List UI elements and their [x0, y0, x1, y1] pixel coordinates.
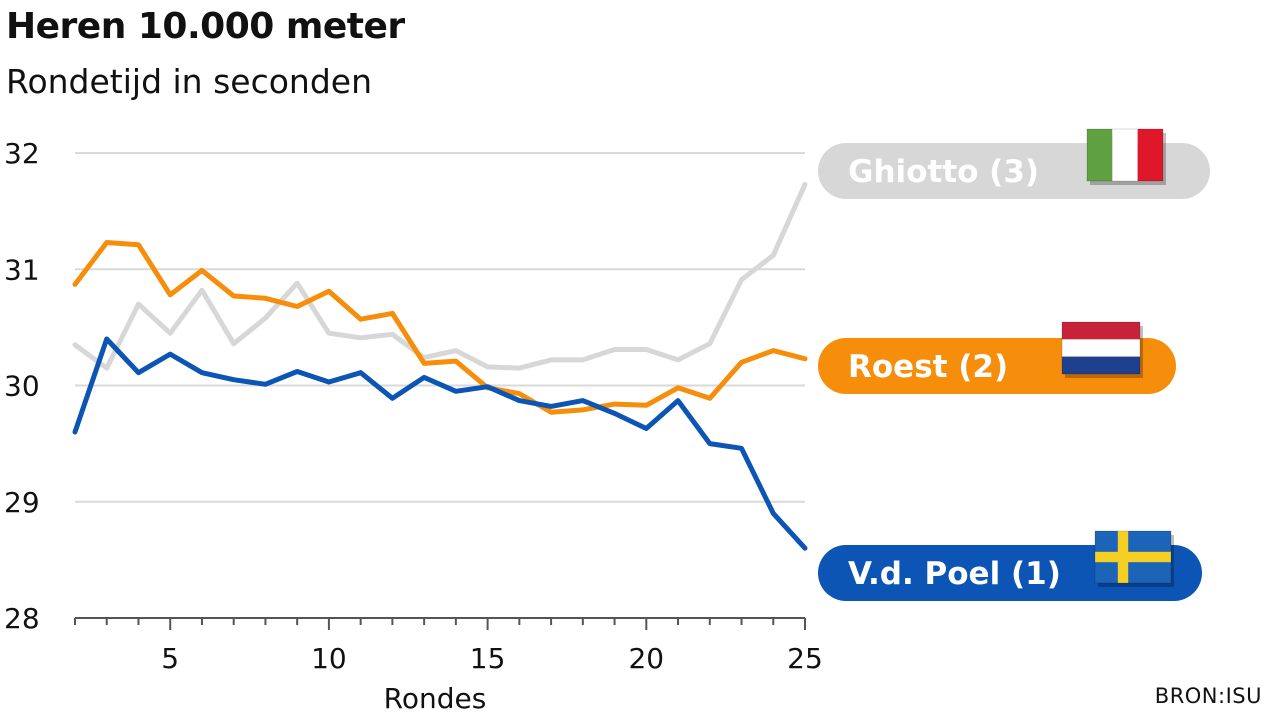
- italy-flag: [1086, 128, 1166, 185]
- x-tick-label-25: 25: [787, 642, 823, 675]
- series-label-2: V.d. Poel (1): [818, 530, 1202, 601]
- series-label-text: Ghiotto (3): [848, 154, 1039, 190]
- y-tick-label-29: 29: [4, 486, 40, 519]
- x-axis-label: Rondes: [384, 682, 487, 715]
- chart-title: Heren 10.000 meter: [6, 6, 405, 47]
- series-line-1: [72, 240, 808, 415]
- series-line-2: [72, 336, 808, 551]
- y-tick-label-28: 28: [4, 602, 40, 635]
- source-note: BRON:ISU: [1154, 684, 1262, 708]
- x-axis: [74, 617, 806, 630]
- y-tick-label-31: 31: [4, 253, 40, 286]
- y-tick-label-30: 30: [4, 370, 40, 403]
- series-label-1: Roest (2): [818, 321, 1176, 394]
- x-tick-label-5: 5: [161, 642, 179, 675]
- series-label-text: V.d. Poel (1): [848, 556, 1061, 592]
- series-label-text: Roest (2): [848, 349, 1008, 385]
- series-line-0: [72, 181, 808, 371]
- netherlands-flag: [1061, 321, 1143, 378]
- chart-subtitle: Rondetijd in seconden: [6, 62, 372, 101]
- sweden-flag: [1094, 530, 1174, 587]
- series-lines: [72, 181, 808, 551]
- x-tick-label-15: 15: [470, 642, 506, 675]
- x-tick-label-20: 20: [628, 642, 664, 675]
- series-labels: Ghiotto (3) Roest (2) V.d. Poel (1): [818, 128, 1210, 601]
- y-tick-label-32: 32: [4, 137, 40, 170]
- x-tick-label-10: 10: [311, 642, 347, 675]
- gridlines: [75, 152, 805, 503]
- series-label-0: Ghiotto (3): [818, 128, 1210, 199]
- tick-labels: 28 29 30 31 32 5 10 15 20 25: [4, 137, 823, 675]
